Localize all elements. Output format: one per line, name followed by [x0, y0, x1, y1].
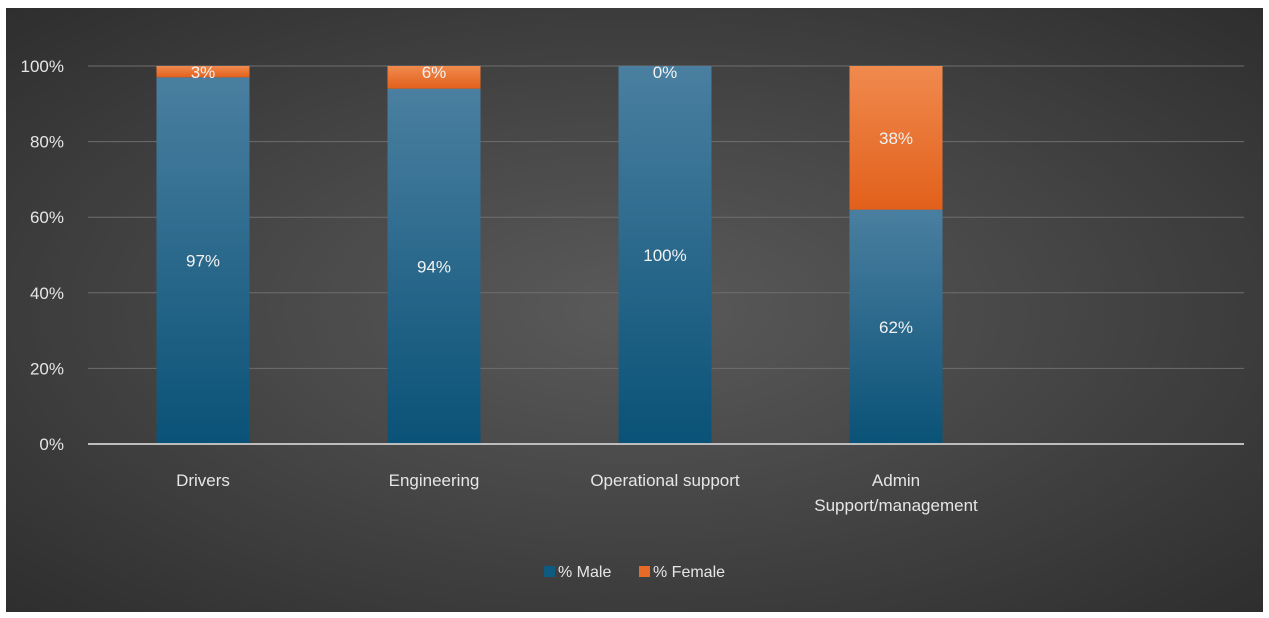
legend: % Male % Female: [544, 564, 725, 581]
legend-swatch-female: [639, 566, 650, 577]
data-label: 97%: [186, 252, 220, 271]
y-tick-label: 40%: [30, 284, 64, 303]
bar-female: [849, 66, 943, 210]
bar-female: [156, 66, 250, 78]
chart-frame: 97% 3% 94% 6% 100% 0% 62% 38% 0% 20% 40% 60% 80% 100…: [6, 8, 1263, 612]
bar-male: [618, 66, 712, 444]
data-label: 100%: [643, 246, 686, 265]
y-tick-label: 80%: [30, 133, 64, 152]
bar-male: [849, 209, 943, 444]
y-tick-label: 60%: [30, 208, 64, 227]
bar-female: [387, 66, 481, 89]
x-category-label: Admin: [872, 471, 920, 490]
data-labels: 97% 3% 94% 6% 100% 0% 62% 38%: [186, 63, 913, 337]
x-category-label: Drivers: [176, 471, 230, 490]
data-label: 6%: [422, 63, 447, 82]
stacked-bar-chart: 97% 3% 94% 6% 100% 0% 62% 38% 0% 20% 40% 60% 80% 100…: [21, 57, 1244, 581]
bars: [156, 66, 943, 445]
y-tick-label: 20%: [30, 359, 64, 378]
data-label: 3%: [191, 63, 216, 82]
legend-label: % Male: [558, 564, 611, 581]
x-category-label: Operational support: [590, 471, 740, 490]
y-tick-label: 0%: [39, 435, 64, 454]
legend-label: % Female: [653, 564, 725, 581]
data-label: 0%: [653, 63, 678, 82]
data-label: 62%: [879, 318, 913, 337]
data-label: 94%: [417, 257, 451, 276]
axes: 0% 20% 40% 60% 80% 100% Drivers Engineering Oper…: [21, 57, 1244, 515]
y-tick-label: 100%: [21, 57, 64, 76]
bar-male: [387, 88, 481, 445]
bar-male: [156, 77, 250, 444]
x-category-label: Support/management: [814, 496, 978, 515]
x-category-label: Engineering: [389, 471, 480, 490]
legend-swatch-male: [544, 566, 555, 577]
data-label: 38%: [879, 129, 913, 148]
